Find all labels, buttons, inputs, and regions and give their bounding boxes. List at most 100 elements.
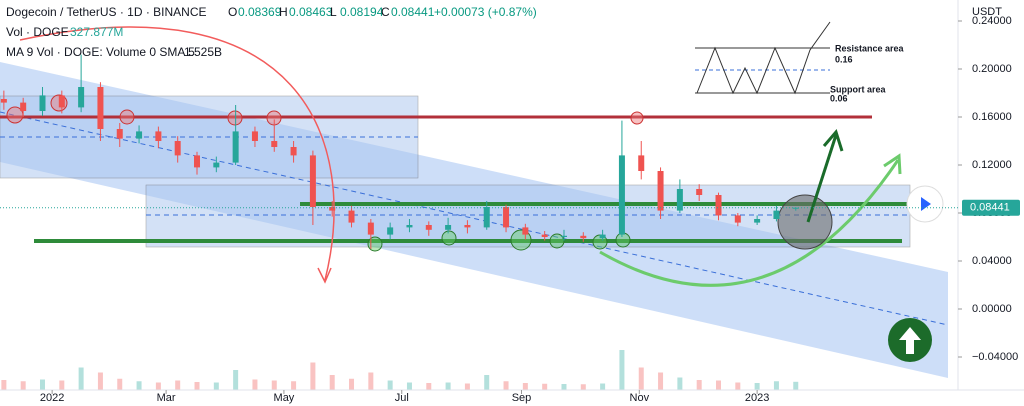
touch-circle <box>441 230 457 246</box>
y-tick-label: 0.16000 <box>972 111 1012 123</box>
volume-bar <box>484 375 490 390</box>
annotation-title: Support area <box>830 84 887 94</box>
volume-bar <box>155 382 161 390</box>
candle-body <box>39 95 46 111</box>
candle-body <box>116 129 123 139</box>
volume-bar <box>368 372 374 390</box>
candle-body <box>251 131 258 141</box>
x-tick-label: May <box>274 392 295 404</box>
y-tick-label: 0.00000 <box>972 303 1012 315</box>
candle-body <box>329 207 336 211</box>
candle-body <box>618 155 625 235</box>
volume-bar <box>39 379 45 390</box>
candle-body <box>638 155 645 171</box>
y-tick-label: 0.20000 <box>972 63 1012 75</box>
candle-body <box>78 87 85 108</box>
candle-body <box>657 171 664 211</box>
candle-body <box>560 235 567 237</box>
candle-body <box>464 225 471 228</box>
ohlc-key: L <box>330 5 337 19</box>
volume-bar <box>793 381 799 390</box>
arrow-head <box>317 267 332 284</box>
volume-bar <box>59 380 65 390</box>
volume-bar <box>426 383 432 390</box>
price-tag <box>962 199 1020 216</box>
candle-body <box>136 131 143 139</box>
candle-body <box>522 227 529 235</box>
volume-label: Vol · DOGE <box>6 25 69 39</box>
candle-body <box>271 141 278 147</box>
ohlc-value: 0.08441 <box>391 5 435 19</box>
volume-bar <box>464 383 470 390</box>
green-curve-arrow <box>599 159 900 287</box>
candle-body <box>773 210 780 219</box>
candle-body <box>387 227 394 235</box>
volume-bar <box>20 381 26 390</box>
volume-bar <box>773 381 779 390</box>
candle-body <box>406 225 413 228</box>
change: +0.00073 (+0.87%) <box>434 5 537 19</box>
green-arrow <box>806 134 838 223</box>
candle-body <box>194 155 201 168</box>
candle-body <box>580 235 587 239</box>
volume-bar <box>271 380 277 390</box>
volume-bar <box>658 372 664 390</box>
volume-bar <box>445 382 451 390</box>
volume-bar <box>291 381 297 390</box>
volume-bar <box>542 383 548 390</box>
ma-value: 1.525B <box>184 45 222 59</box>
y-tick-label: 0.12000 <box>972 159 1012 171</box>
volume-bar <box>580 384 586 390</box>
play-icon <box>921 197 931 211</box>
candle-body <box>445 225 452 230</box>
touch-circle <box>510 229 532 251</box>
volume-bar <box>600 383 606 390</box>
volume-bar <box>735 382 741 390</box>
volume-bar <box>194 382 200 390</box>
volume-bar <box>696 380 702 390</box>
volume-bar <box>78 367 84 390</box>
volume-bar <box>310 362 316 390</box>
volume-bar <box>136 381 142 390</box>
x-tick-label: Mar <box>157 392 176 404</box>
candle-body <box>696 189 703 195</box>
volume-bar <box>252 379 258 390</box>
candle-body <box>754 219 761 223</box>
candle-body <box>715 195 722 216</box>
arrow-head <box>883 153 902 175</box>
ma-label: MA 9 Vol · DOGE: Volume 0 SMA 5 <box>6 45 195 59</box>
volume-bar <box>1 380 7 390</box>
ohlc-key: O <box>228 5 237 19</box>
candle-body <box>503 207 510 228</box>
candle-body <box>155 131 162 141</box>
volume-bar <box>387 380 393 390</box>
candle-body <box>367 222 374 235</box>
ohlc-key: H <box>279 5 288 19</box>
touch-circle <box>549 233 565 249</box>
x-tick-label: Nov <box>630 392 650 404</box>
y-tick-label: 0.24000 <box>972 15 1012 27</box>
candle-body <box>599 234 606 239</box>
legend: Dogecoin / TetherUS · 1D · BINANCE O 0.08… <box>6 5 537 59</box>
candle-body <box>58 95 65 108</box>
candle-body <box>483 207 490 228</box>
touch-circle <box>119 109 135 125</box>
drawings <box>0 21 949 378</box>
candle-body <box>174 141 181 156</box>
ohlc-value: 0.08463 <box>289 5 333 19</box>
candle-body <box>232 131 239 163</box>
arrow-head <box>822 128 844 152</box>
candle-body <box>0 99 7 103</box>
ohlc-key: C <box>381 5 390 19</box>
ohlc-value: 0.08369 <box>238 5 282 19</box>
volume-bar <box>406 382 412 390</box>
target-circle <box>777 194 833 250</box>
price-tag-label: 0.08441 <box>970 202 1010 214</box>
annotation-level: 0.06 <box>830 93 848 103</box>
candle-body <box>97 87 104 129</box>
candle-body <box>425 225 432 230</box>
up-icon <box>899 327 921 354</box>
x-tick-label: 2022 <box>40 392 64 404</box>
red-arrow <box>19 26 335 281</box>
